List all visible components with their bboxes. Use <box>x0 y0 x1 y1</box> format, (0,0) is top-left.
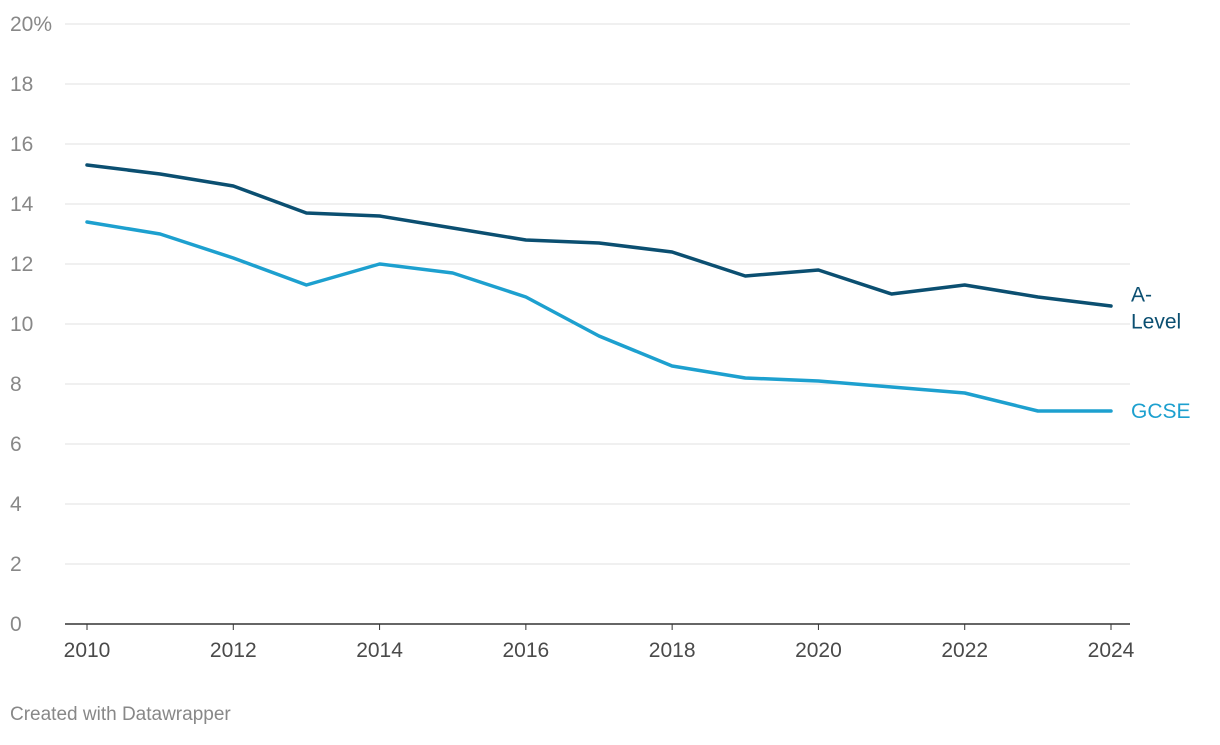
x-tick-label: 2010 <box>64 639 111 662</box>
series-end-labels: A-Level GCSE <box>1131 284 1191 424</box>
y-tick-label: 10 <box>10 313 33 336</box>
series-line-gcse <box>85 220 1113 413</box>
y-tick-label: 2 <box>10 553 22 576</box>
y-tick-label: 6 <box>10 433 22 456</box>
y-tick-label: 8 <box>10 373 22 396</box>
y-tick-label: 0 <box>10 613 22 636</box>
x-tick-label: 2024 <box>1088 639 1135 662</box>
y-tick-label: 4 <box>10 493 22 516</box>
series-label-a-level: A-Level <box>1131 284 1181 334</box>
x-tick-label: 2016 <box>502 639 549 662</box>
y-tick-label: 16 <box>10 133 33 156</box>
y-tick-label: 14 <box>10 193 34 216</box>
y-tick-label: 20% <box>10 13 52 36</box>
gridlines <box>65 23 1130 625</box>
y-tick-label: 18 <box>10 73 33 96</box>
series-lines <box>85 163 1113 413</box>
x-tick-label: 2014 <box>356 639 403 662</box>
x-axis-tick-labels: 2010 2012 2014 2016 2018 2020 2022 2024 <box>64 624 1135 662</box>
y-tick-label: 12 <box>10 253 33 276</box>
x-tick-label: 2020 <box>795 639 842 662</box>
x-tick-label: 2022 <box>941 639 988 662</box>
x-tick-label: 2018 <box>649 639 696 662</box>
series-line-a-level <box>85 163 1113 308</box>
series-label-gcse: GCSE <box>1131 400 1191 423</box>
x-tick-label: 2012 <box>210 639 257 662</box>
footer-credit: Created with Datawrapper <box>10 704 231 725</box>
y-axis-tick-labels: 0 2 4 6 8 10 12 14 16 18 20% <box>10 13 52 636</box>
